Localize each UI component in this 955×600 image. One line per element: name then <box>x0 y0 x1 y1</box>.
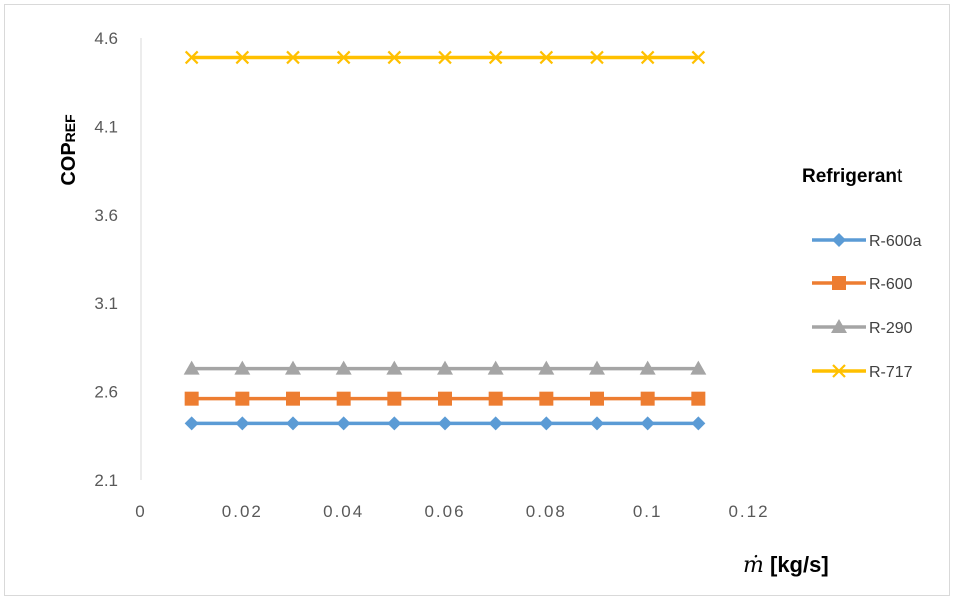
legend-entry: R-717 <box>812 364 913 381</box>
data-point <box>691 50 706 65</box>
data-point <box>386 360 403 375</box>
data-point <box>234 360 251 375</box>
legend-marker <box>832 276 846 290</box>
data-point <box>488 416 503 431</box>
y-tick-label: 4.6 <box>94 29 118 48</box>
x-tick-label: 0.08 <box>526 502 567 521</box>
y-tick-label: 2.1 <box>94 471 118 490</box>
data-point <box>286 391 300 406</box>
series-layer <box>183 50 707 431</box>
x-tick-labels: 0 0.02 0.04 0.06 0.08 0.1 0.12 <box>135 502 769 521</box>
data-point <box>184 391 199 406</box>
legend-label: R-600a <box>869 233 922 250</box>
data-point <box>336 416 351 431</box>
data-point <box>538 360 555 375</box>
legend-marker <box>832 233 846 247</box>
data-point <box>183 360 200 375</box>
x-axis-label: ṁ [kg/s] <box>743 552 829 578</box>
data-point <box>438 416 452 431</box>
data-point <box>691 416 706 431</box>
data-point <box>235 50 250 65</box>
data-point <box>590 391 604 406</box>
x-tick-label: 0 <box>135 502 146 521</box>
legend-title-rest: t <box>897 166 903 187</box>
legend-label: R-290 <box>869 320 913 337</box>
data-point <box>336 391 351 406</box>
series-r-290 <box>183 360 707 375</box>
data-point <box>235 416 250 431</box>
x-tick-label: 0.04 <box>323 502 364 521</box>
data-point <box>539 50 554 65</box>
data-point <box>184 416 199 431</box>
data-point <box>589 360 605 375</box>
data-point <box>690 360 707 375</box>
data-point <box>640 416 655 431</box>
legend-entry: R-600a <box>812 233 922 250</box>
data-point <box>438 50 452 65</box>
data-point <box>387 416 402 431</box>
y-tick-label: 4.1 <box>94 117 118 136</box>
legend-title-bold: Refrigeran <box>802 166 897 187</box>
data-point <box>438 391 452 406</box>
series-r-600a <box>184 416 706 431</box>
data-point <box>691 391 706 406</box>
data-point <box>640 391 655 406</box>
legend-entry: R-600 <box>812 276 913 293</box>
y-axis-label-main: COP <box>58 142 80 185</box>
y-tick-label: 3.6 <box>94 206 118 225</box>
legend-entry: R-290 <box>812 319 913 337</box>
legend-title: Refrigerant <box>802 166 903 187</box>
series-r-717 <box>184 50 706 65</box>
chart-frame <box>4 4 950 596</box>
x-tick-label: 0.1 <box>633 502 663 521</box>
data-point <box>488 391 503 406</box>
data-point <box>590 50 604 65</box>
x-axis-label-unit: [kg/s] <box>764 552 829 577</box>
data-point <box>539 391 554 406</box>
data-point <box>184 50 199 65</box>
y-tick-labels: 2.1 2.6 3.1 3.6 4.1 4.6 <box>94 29 118 490</box>
x-tick-label: 0.02 <box>222 502 263 521</box>
data-point <box>387 50 402 65</box>
data-point <box>640 50 655 65</box>
x-tick-label: 0.12 <box>728 502 769 521</box>
data-point <box>336 50 351 65</box>
y-tick-label: 3.1 <box>94 294 118 313</box>
data-point <box>335 360 352 375</box>
data-point <box>539 416 554 431</box>
legend-label: R-600 <box>869 276 913 293</box>
legend: R-600a R-600 R-290 R-717 <box>812 233 922 381</box>
legend-marker <box>832 364 846 378</box>
y-axis-label-sub: REF <box>62 114 78 142</box>
legend-label: R-717 <box>869 364 913 381</box>
data-point <box>285 360 301 375</box>
x-tick-label: 0.06 <box>424 502 465 521</box>
data-point <box>286 416 300 431</box>
series-r-600 <box>184 391 706 406</box>
data-point <box>286 50 300 65</box>
data-point <box>235 391 250 406</box>
x-axis-label-symbol: ṁ <box>743 553 764 578</box>
data-point <box>387 391 402 406</box>
data-point <box>590 416 604 431</box>
legend-marker <box>831 319 847 333</box>
data-point <box>639 360 656 375</box>
y-axis-label: COPREF <box>58 114 80 186</box>
data-point <box>487 360 504 375</box>
y-tick-label: 2.6 <box>94 383 118 402</box>
data-point <box>488 50 503 65</box>
data-point <box>437 360 453 375</box>
